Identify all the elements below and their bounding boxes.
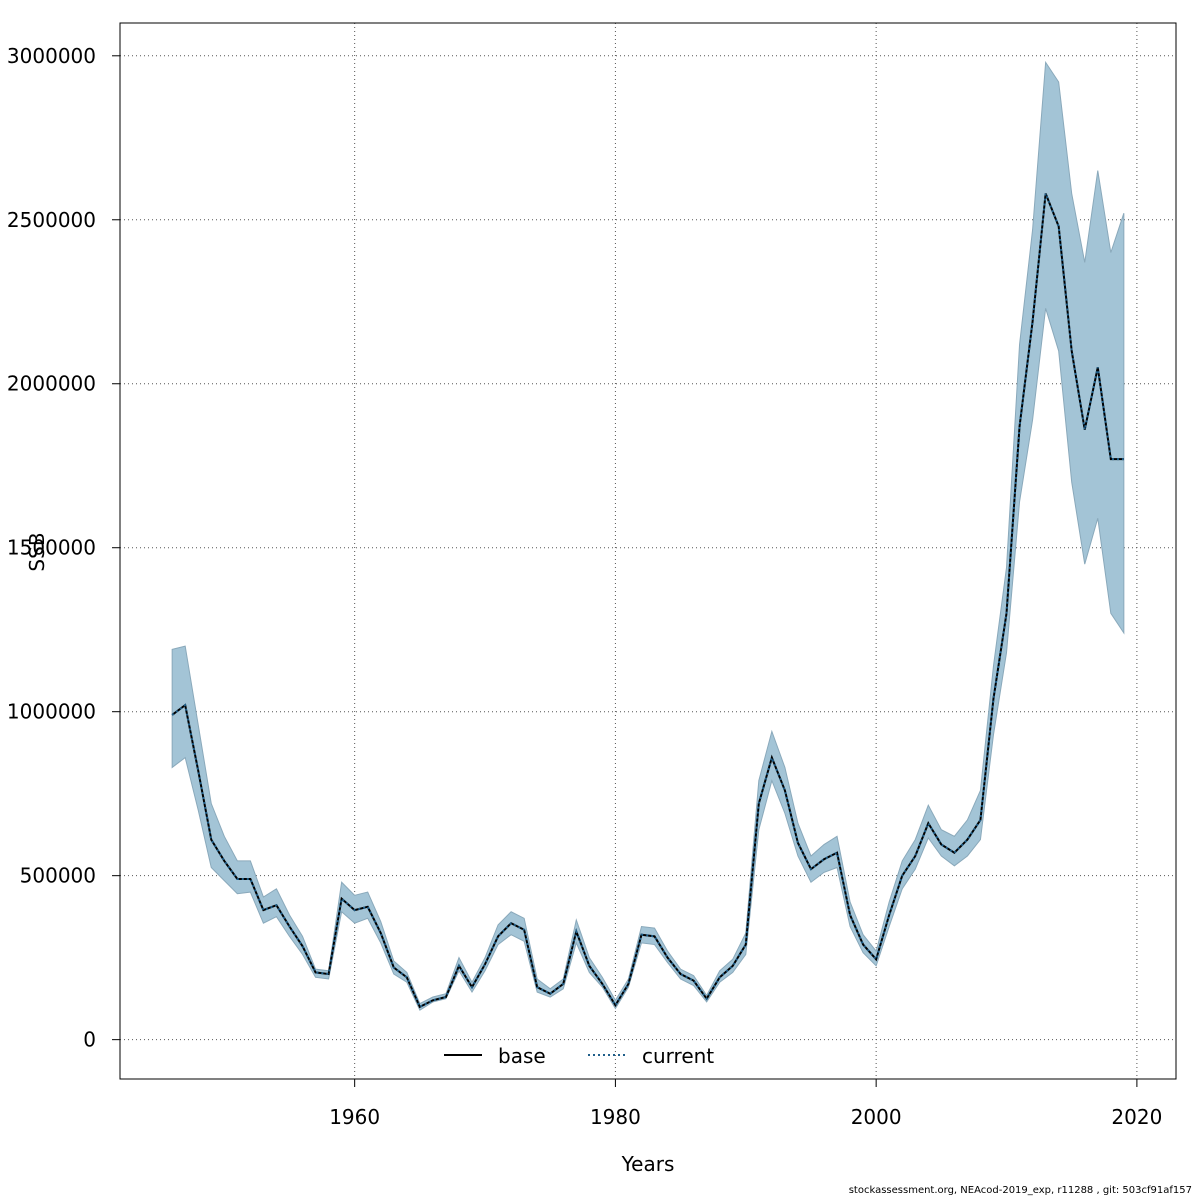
y-tick-label: 3000000 [7,44,96,68]
x-tick-label: 2000 [851,1105,902,1129]
series-lines [171,193,1124,1009]
x-axis-label: Years [621,1152,675,1176]
legend-label-current: current [642,1044,714,1068]
y-tick-label: 1500000 [7,536,96,560]
y-axis-label: SSB [25,532,49,571]
footer-credit: stockassessment.org, NEAcod-2019_exp, r1… [848,1185,1192,1196]
y-tick-label: 1000000 [7,700,96,724]
x-tick-label: 2020 [1111,1105,1162,1129]
legend-label-base: base [498,1044,546,1068]
y-tick-label: 0 [83,1028,96,1052]
y-tick-label: 2000000 [7,372,96,396]
y-tick-label: 500000 [20,864,96,888]
x-tick-label: 1980 [590,1105,641,1129]
y-axis-ticks: 0 500000 1000000 1500000 2000000 2500000 30000… [7,44,120,1052]
plot-frame [119,22,1177,1080]
x-tick-label: 1960 [329,1105,380,1129]
legend: base current [444,1044,714,1068]
confidence-band [171,60,1125,1011]
grid [120,23,1176,1079]
x-axis-ticks: 1960 1980 2000 2020 [329,1079,1162,1129]
series-line-base [171,193,1124,1009]
y-tick-label: 2500000 [7,208,96,232]
series-line-current [171,193,1124,1009]
